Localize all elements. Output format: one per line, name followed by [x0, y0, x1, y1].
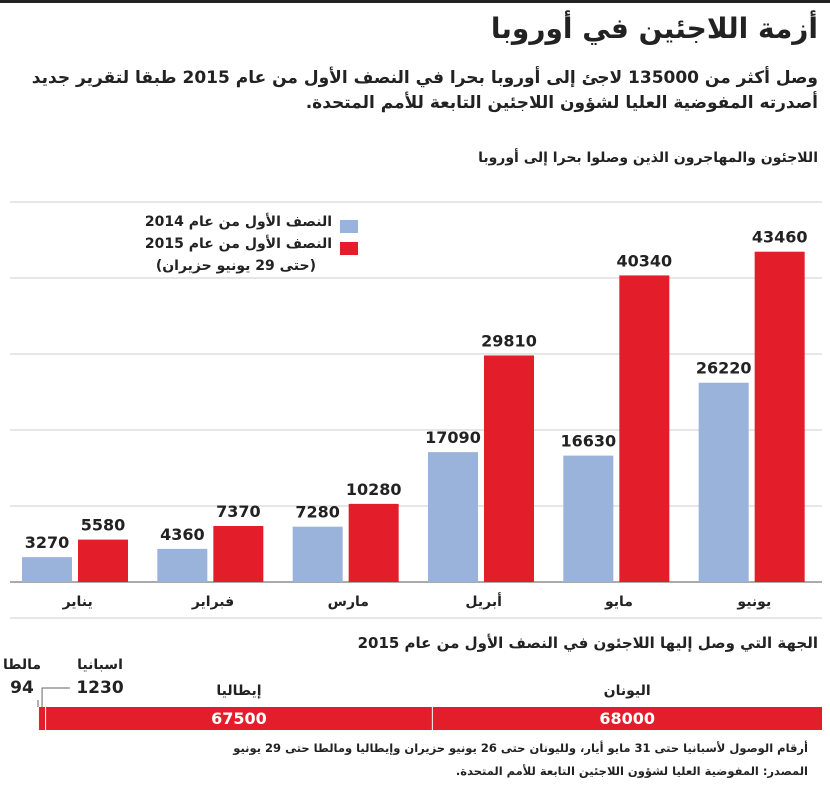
- legend-label: النصف الأول من عام 2015: [144, 236, 332, 252]
- bar: [292, 526, 343, 582]
- x-tick-label: أبريل: [465, 592, 502, 610]
- legend-label: النصف الأول من عام 2014: [144, 214, 332, 230]
- value-label: 43460: [752, 228, 808, 247]
- value-label: 94: [10, 678, 34, 698]
- value-label: 68000: [599, 709, 655, 728]
- segment-name: اليونان: [604, 683, 651, 699]
- legend-swatch: [340, 242, 358, 255]
- bar: [78, 539, 128, 582]
- top-rule: [0, 0, 830, 3]
- bar: [157, 548, 208, 582]
- bar: [698, 382, 749, 582]
- bar-segment: [45, 707, 433, 730]
- intro: وصل أكثر من 135000 لاجئ إلى أوروبا بحرا …: [31, 68, 818, 113]
- value-label: 10280: [346, 480, 402, 499]
- x-tick-label: مارس: [328, 594, 369, 610]
- segment-name: مالطا: [3, 657, 41, 673]
- value-label: 67500: [211, 709, 267, 728]
- bar: [22, 557, 72, 582]
- bar-segment: [432, 707, 822, 730]
- bar: [754, 251, 805, 583]
- chart-title: الجهة التي وصل إليها اللاجئون في النصف ا…: [357, 634, 818, 652]
- bar-segment: [38, 707, 46, 730]
- segment-name: إيطاليا: [216, 683, 261, 699]
- legend-note: (حتى 29 يونيو حزيران): [155, 258, 316, 274]
- value-label: 17090: [425, 428, 481, 447]
- value-label: 40340: [616, 251, 672, 270]
- bar: [563, 455, 614, 582]
- chart-title: اللاجئون والمهاجرون الذين وصلوا بحرا إلى…: [478, 150, 818, 166]
- source: المصدر: المفوضية العليا لشؤون اللاجئين ا…: [455, 764, 808, 778]
- x-tick-label: مايو: [604, 594, 633, 610]
- value-label: 5580: [81, 516, 126, 535]
- x-tick-label: يونيو: [736, 594, 771, 610]
- bar: [484, 355, 534, 582]
- value-label: 4360: [160, 525, 205, 544]
- segment-name: اسبانيا: [77, 657, 123, 673]
- value-label: 29810: [481, 331, 537, 350]
- footnote: أرقام الوصول لأسبانيا حتى 31 مايو أيار، …: [233, 741, 808, 755]
- value-label: 7280: [295, 503, 340, 522]
- bar: [619, 275, 670, 582]
- legend-swatch: [340, 220, 358, 233]
- value-label: 26220: [696, 359, 752, 378]
- leader-line: [41, 687, 70, 707]
- bar: [348, 503, 399, 582]
- bar: [213, 525, 264, 582]
- x-tick-label: يناير: [62, 594, 93, 610]
- bar: [428, 452, 478, 582]
- value-label: 3270: [25, 533, 70, 552]
- value-label: 7370: [216, 502, 261, 521]
- x-tick-label: فبراير: [191, 594, 234, 610]
- value-label: 1230: [76, 678, 123, 698]
- value-label: 16630: [560, 432, 616, 451]
- page-title: أزمة اللاجئين في أوروبا: [490, 12, 818, 45]
